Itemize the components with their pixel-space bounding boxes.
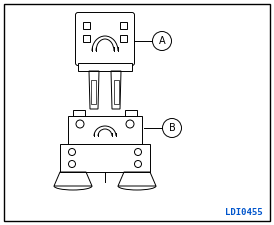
Bar: [91, 80, 96, 104]
Text: LDI0455: LDI0455: [226, 208, 263, 217]
Bar: [83, 35, 90, 42]
Bar: [120, 22, 127, 29]
Bar: [125, 110, 137, 116]
Bar: [120, 35, 127, 42]
Bar: [83, 22, 90, 29]
Bar: [114, 80, 119, 104]
Bar: [78, 63, 132, 71]
Text: B: B: [169, 123, 175, 133]
Bar: [60, 144, 150, 172]
Text: A: A: [159, 36, 165, 46]
Bar: [68, 116, 142, 144]
Bar: [73, 110, 85, 116]
FancyBboxPatch shape: [76, 13, 135, 65]
